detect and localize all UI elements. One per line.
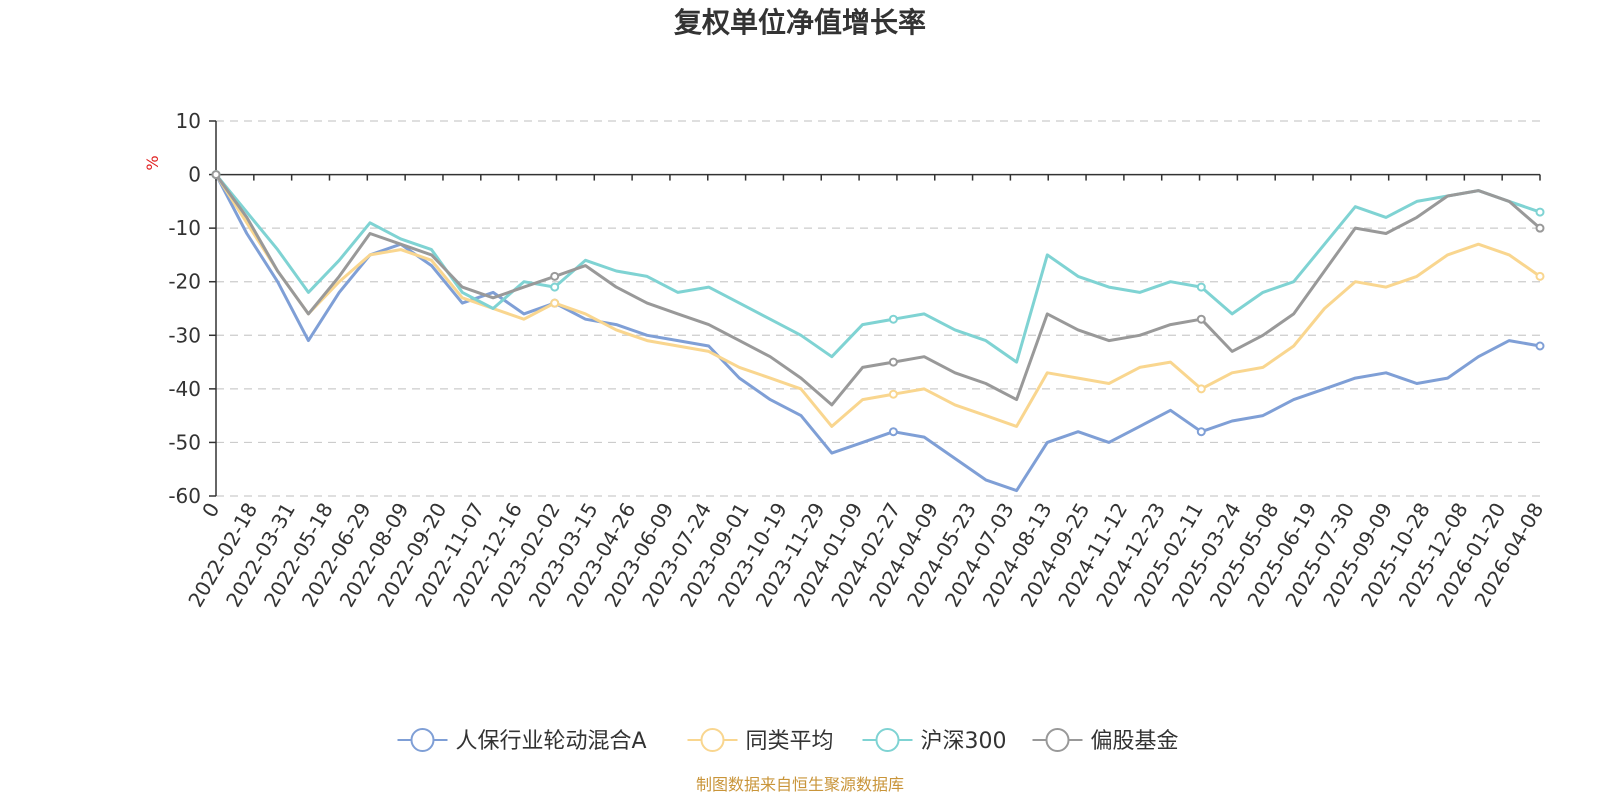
grid-lines: [216, 120, 1540, 497]
series-point: [1196, 384, 1206, 394]
legend-marker: [700, 728, 725, 752]
y-tick-label: -30: [168, 323, 201, 347]
legend-label: 人保行业轮动混合A: [456, 729, 647, 754]
legend-label: 偏股基金: [1091, 729, 1179, 754]
series-point: [550, 298, 560, 308]
y-tick-label: -40: [168, 377, 201, 401]
series-line-2: [214, 173, 1542, 364]
series-point: [1535, 223, 1545, 233]
y-tick-label: -10: [168, 216, 201, 240]
series-point: [550, 282, 560, 292]
series-point: [550, 271, 560, 281]
series-line-1: [214, 173, 1542, 428]
legend: 人保行业轮动混合A 同类平均 沪深300 偏股基金: [397, 728, 1179, 754]
series-point: [1196, 427, 1206, 437]
series-point: [1535, 341, 1545, 351]
series-point: [1535, 207, 1545, 217]
y-tick-label: 10: [176, 109, 201, 133]
y-tick-label: 0: [188, 163, 201, 187]
y-axis-unit: %: [143, 155, 162, 170]
series-lines: [211, 170, 1545, 493]
y-tick-label: -20: [168, 270, 201, 294]
series-point: [1535, 271, 1545, 281]
legend-marker: [410, 728, 435, 752]
y-tick-label: -50: [168, 430, 201, 454]
chart-title: 复权单位净值增长率: [674, 6, 926, 39]
series-point: [1196, 314, 1206, 324]
series-point: [888, 314, 898, 324]
legend-label: 沪深300: [921, 729, 1007, 754]
series-line-0: [214, 173, 1542, 493]
data-source-note: 制图数据来自恒生聚源数据库: [696, 775, 904, 794]
y-tick-label: -60: [168, 484, 201, 508]
series-point: [211, 170, 221, 180]
legend-marker: [875, 728, 900, 752]
legend-marker: [1045, 728, 1070, 752]
y-axis-ticks: 10 0 -10 -20 -30 -40 -50 -60: [168, 109, 201, 508]
series-line-3: [214, 173, 1542, 407]
series-point: [888, 427, 898, 437]
x-axis-ticks: 02022-02-182022-03-312022-05-182022-06-2…: [183, 499, 1548, 612]
series-point: [1196, 282, 1206, 292]
x-tick-label: 0: [197, 499, 224, 522]
series-point: [888, 389, 898, 399]
series-point: [888, 357, 898, 367]
legend-label: 同类平均: [746, 729, 834, 754]
